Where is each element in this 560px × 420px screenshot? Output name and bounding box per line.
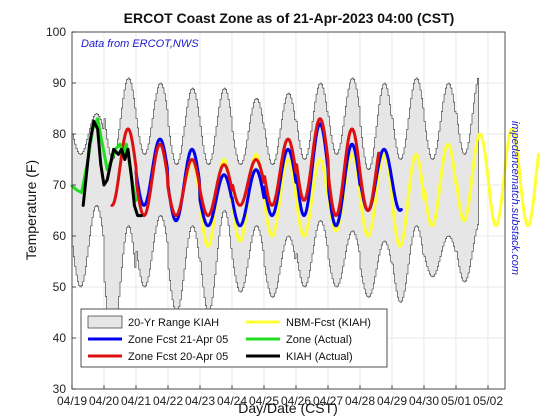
x-tick-label: 04/23 bbox=[185, 394, 215, 408]
legend-label: Zone (Actual) bbox=[286, 334, 352, 346]
y-tick-label: 50 bbox=[53, 280, 67, 294]
legend-label: 20-Yr Range KIAH bbox=[128, 317, 219, 329]
series-lines bbox=[70, 117, 540, 248]
legend-box bbox=[80, 308, 388, 368]
x-tick-label: 04/25 bbox=[249, 394, 279, 408]
x-tick-label: 04/26 bbox=[281, 394, 311, 408]
y-tick-label: 40 bbox=[53, 331, 67, 345]
y-tick-label: 80 bbox=[53, 127, 67, 141]
series-kiah-actual-line bbox=[81, 119, 143, 218]
x-tick-label: 04/21 bbox=[121, 394, 151, 408]
x-tick-label: 04/29 bbox=[377, 394, 407, 408]
x-tick-label: 04/28 bbox=[345, 394, 375, 408]
website-credit: impedancematch.substack.com bbox=[509, 121, 521, 275]
x-tick-label: 05/02 bbox=[473, 394, 503, 408]
x-tick-label: 04/24 bbox=[217, 394, 247, 408]
x-axis-ticks: 04/19 04/20 04/21 04/22 04/23 04/24 04/25 04/26… bbox=[57, 385, 503, 408]
y-tick-label: 90 bbox=[53, 76, 67, 90]
y-axis-ticks: 30 40 50 60 70 80 90 100 bbox=[46, 25, 76, 396]
y-tick-label: 100 bbox=[46, 25, 66, 39]
legend-swatch-band bbox=[87, 315, 123, 329]
x-tick-label: 04/27 bbox=[313, 394, 343, 408]
y-tick-label: 60 bbox=[53, 229, 67, 243]
chart-legend: 20-Yr Range KIAH NBM-Fcst (KIAH) Zone Fcst… bbox=[80, 308, 388, 368]
chart-title: ERCOT Coast Zone as of 21-Apr-2023 04:00… bbox=[124, 10, 455, 26]
y-axis-title: Temperature (F) bbox=[23, 160, 39, 260]
x-tick-label: 04/22 bbox=[153, 394, 183, 408]
x-tick-label: 04/19 bbox=[57, 394, 87, 408]
series-zone-fcst-20-apr-05-line bbox=[110, 117, 381, 218]
y-tick-label: 30 bbox=[53, 382, 67, 396]
x-tick-label: 05/01 bbox=[441, 394, 471, 408]
legend-label: Zone Fcst 21-Apr 05 bbox=[128, 334, 228, 346]
data-source-note: Data from ERCOT,NWS bbox=[81, 38, 199, 50]
legend-label: NBM-Fcst (KIAH) bbox=[286, 317, 371, 329]
legend-label: Zone Fcst 20-Apr 05 bbox=[128, 351, 228, 363]
x-tick-label: 04/30 bbox=[409, 394, 439, 408]
x-axis-title: Day/Date (CST) bbox=[238, 400, 338, 416]
plot-frame bbox=[71, 31, 506, 390]
x-tick-label: 04/20 bbox=[89, 394, 119, 408]
legend-label: KIAH (Actual) bbox=[286, 351, 353, 363]
y-tick-label: 70 bbox=[53, 178, 67, 192]
